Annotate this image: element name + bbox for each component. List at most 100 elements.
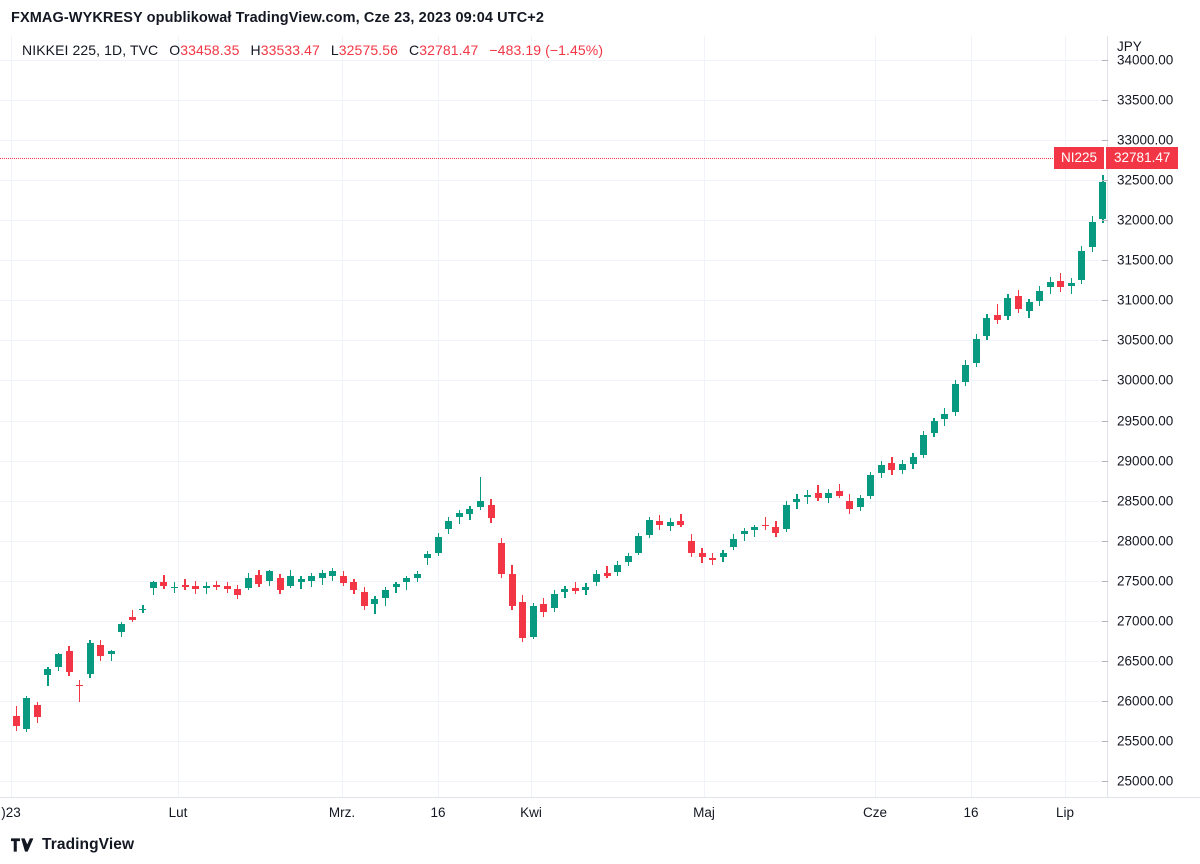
candle-body: [128, 616, 136, 620]
candle-body: [1078, 250, 1086, 281]
time-axis-label: Mrz.: [328, 805, 356, 820]
candle-body: [582, 587, 590, 590]
gridline-horizontal: [0, 180, 1107, 182]
candle-wick: [479, 476, 482, 511]
candle-body: [86, 643, 94, 675]
candle-body: [1015, 296, 1023, 310]
price-axis-tick: [1102, 420, 1108, 422]
candle-body: [97, 644, 105, 656]
candle-body: [1067, 282, 1075, 286]
gridline-horizontal: [0, 260, 1107, 262]
candle-body: [413, 574, 421, 579]
gridline-horizontal: [0, 780, 1107, 782]
candle-body: [107, 651, 115, 655]
candle-body: [265, 571, 273, 581]
candle-body: [350, 582, 358, 591]
candle-body: [645, 519, 653, 536]
candle-body: [519, 602, 527, 638]
candle-body: [677, 520, 685, 525]
legend-low-value: 32575.56: [338, 42, 398, 58]
price-axis-label: 25000.00: [1117, 773, 1174, 789]
legend-close-value: 32781.47: [419, 42, 479, 58]
candle-body: [730, 539, 738, 548]
candle-body: [1025, 301, 1033, 311]
current-price-badge[interactable]: NI225 32781.47: [1054, 146, 1179, 169]
chart-container[interactable]: NIKKEI 225, 1D, TVC O33458.35 H33533.47 L32…: [0, 36, 1200, 827]
candle-body: [287, 575, 295, 587]
candle-body: [529, 605, 537, 637]
gridline-vertical: [531, 36, 532, 797]
price-axis-tick: [1102, 740, 1108, 742]
legend-high-value: 33533.47: [260, 42, 320, 58]
candle-body: [835, 490, 843, 496]
price-axis-label: 27500.00: [1117, 573, 1174, 589]
candle-wick: [806, 490, 809, 504]
candle-body: [508, 573, 516, 606]
candle-body: [761, 524, 769, 527]
price-axis-tick: [1102, 500, 1108, 502]
price-axis-tick: [1102, 220, 1108, 222]
gridline-vertical: [704, 36, 705, 797]
candle-body: [318, 572, 326, 579]
candle-wick: [405, 575, 408, 590]
candle-body: [846, 500, 854, 510]
candle-wick: [606, 566, 608, 579]
candle-wick: [743, 527, 745, 542]
candle-wick: [564, 586, 566, 599]
time-axis[interactable]: )23 Lut Mrz. 16 Kwi Maj Cze 16 Lip: [0, 797, 1200, 827]
candle-wick: [131, 609, 133, 622]
price-axis-tick: [1102, 260, 1108, 262]
candle-body: [181, 584, 189, 588]
candle-body: [223, 585, 231, 589]
candle-wick: [996, 303, 999, 325]
legend-open-key: O: [169, 42, 181, 58]
price-axis-tick: [1102, 140, 1108, 142]
price-axis-tick: [1102, 60, 1108, 62]
attribution-bar: FXMAG-WYKRESY opublikował TradingView.co…: [0, 0, 1200, 36]
price-axis-label: 31500.00: [1117, 252, 1174, 268]
candle-body: [635, 535, 643, 553]
candle-body: [719, 552, 727, 558]
candle-wick: [78, 680, 81, 703]
price-axis-label: 25500.00: [1117, 733, 1174, 749]
gridline-horizontal: [0, 340, 1107, 342]
time-axis-label: Kwi: [520, 805, 542, 820]
price-axis-tick: [1102, 620, 1108, 622]
candle-body: [244, 577, 252, 588]
price-axis-tick: [1102, 580, 1108, 582]
price-axis-tick: [1102, 380, 1108, 382]
price-axis-label: 28000.00: [1117, 533, 1174, 549]
legend-open-value: 33458.35: [180, 42, 240, 58]
candle-body: [1057, 281, 1065, 287]
price-axis-tick: [1102, 300, 1108, 302]
candle-body: [139, 608, 147, 611]
candle-body: [930, 421, 938, 434]
candle-body: [698, 552, 706, 557]
gridline-horizontal: [0, 100, 1107, 102]
price-axis-label: 30000.00: [1117, 372, 1174, 388]
candle-body: [23, 697, 31, 729]
gridline-vertical: [11, 36, 12, 797]
candle-body: [487, 504, 495, 519]
candle-body: [202, 586, 210, 588]
candle-body: [666, 522, 674, 527]
time-axis-label: Cze: [862, 805, 888, 820]
time-axis-label: 16: [963, 805, 979, 820]
candle-body: [909, 457, 917, 464]
candle-wick: [205, 582, 207, 594]
candle-body: [593, 573, 601, 583]
chart-plot-area[interactable]: [0, 36, 1107, 797]
candle-body: [656, 521, 664, 526]
candle-body: [877, 465, 885, 474]
legend-high-key: H: [250, 42, 261, 58]
chart-legend[interactable]: NIKKEI 225, 1D, TVC O33458.35 H33533.47 L32…: [22, 42, 603, 58]
candle-body: [12, 716, 20, 727]
gridline-vertical: [342, 36, 343, 797]
price-axis-label: 32500.00: [1117, 172, 1174, 188]
candle-body: [603, 572, 611, 576]
candle-body: [793, 499, 801, 503]
candle-body: [1004, 297, 1012, 316]
price-axis-label: 34000.00: [1117, 52, 1174, 68]
price-axis-label: 32000.00: [1117, 212, 1174, 228]
gridline-horizontal: [0, 500, 1107, 502]
